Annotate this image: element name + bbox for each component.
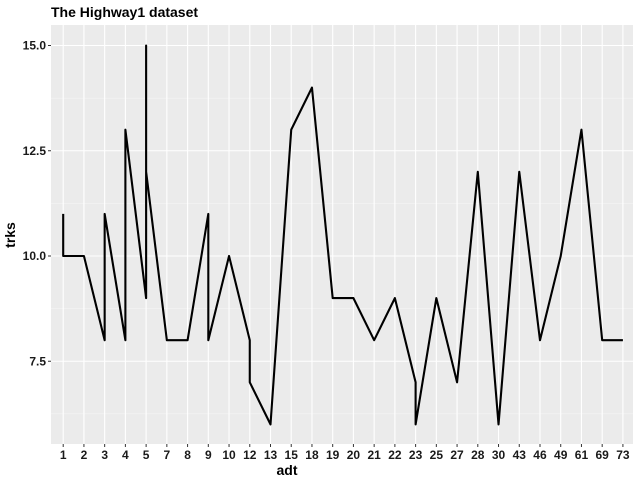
x-tick-label: 9 xyxy=(205,448,212,462)
x-tick-label: 30 xyxy=(492,448,506,462)
x-tick-label: 21 xyxy=(367,448,381,462)
x-axis: 1 2 3 4 5 7 8 9 10 12 13 15 18 19 20 21 22 23 25 27 28 30 43 46… xyxy=(60,444,630,462)
series-line xyxy=(62,44,623,426)
x-tick-label: 27 xyxy=(450,448,464,462)
x-tick-label: 3 xyxy=(101,448,108,462)
x-tick-label: 18 xyxy=(305,448,319,462)
x-tick-label: 1 xyxy=(60,448,67,462)
y-axis: 7.5 10.0 12.5 15.0 xyxy=(23,39,51,368)
x-axis-title: adt xyxy=(277,462,298,478)
data-series xyxy=(62,44,623,426)
x-tick-label: 7 xyxy=(164,448,171,462)
chart-title: The Highway1 dataset xyxy=(51,4,198,20)
x-tick-label: 43 xyxy=(513,448,527,462)
x-tick-label: 28 xyxy=(471,448,485,462)
x-tick-label: 10 xyxy=(222,448,236,462)
x-tick-label: 22 xyxy=(388,448,402,462)
x-tick-label: 13 xyxy=(264,448,278,462)
y-tick-label: 7.5 xyxy=(29,354,46,368)
x-tick-label: 49 xyxy=(554,448,568,462)
x-tick-label: 12 xyxy=(243,448,257,462)
y-tick-label: 15.0 xyxy=(23,39,47,53)
x-tick-label: 25 xyxy=(430,448,444,462)
y-tick-label: 10.0 xyxy=(23,249,47,263)
x-tick-label: 8 xyxy=(184,448,191,462)
plot-panel xyxy=(51,25,633,444)
x-tick-label: 61 xyxy=(575,448,589,462)
x-tick-label: 19 xyxy=(326,448,340,462)
x-tick-label: 2 xyxy=(81,448,88,462)
x-tick-label: 69 xyxy=(596,448,610,462)
x-tick-label: 46 xyxy=(533,448,547,462)
x-tick-label: 15 xyxy=(285,448,299,462)
y-tick-label: 12.5 xyxy=(23,144,47,158)
x-tick-label: 23 xyxy=(409,448,423,462)
x-tick-label: 5 xyxy=(143,448,150,462)
y-axis-title: trks xyxy=(2,222,18,248)
x-tick-label: 4 xyxy=(122,448,129,462)
x-tick-label: 73 xyxy=(616,448,630,462)
x-tick-label: 20 xyxy=(347,448,361,462)
